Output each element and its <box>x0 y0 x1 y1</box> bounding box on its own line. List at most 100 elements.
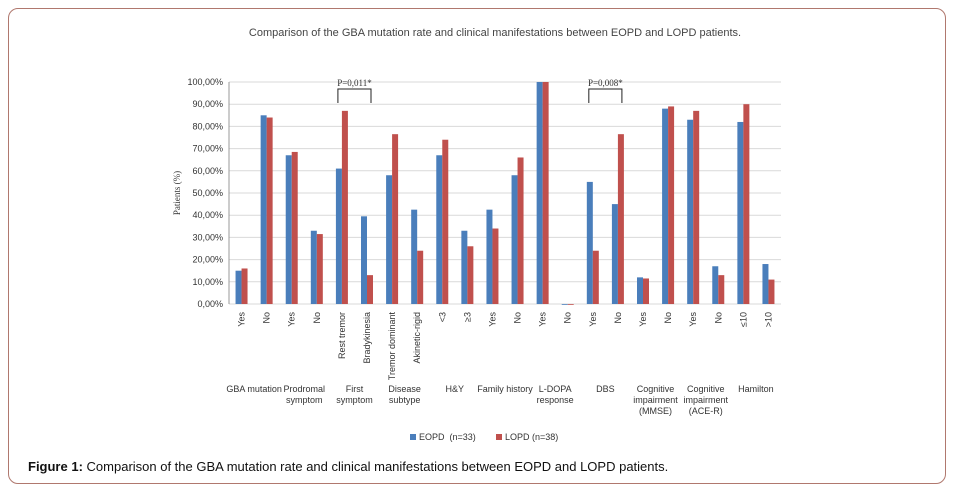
y-tick-label: 40,00% <box>192 210 223 220</box>
caption-label: Figure 1: <box>28 459 83 474</box>
x-tick-label: No <box>312 312 322 324</box>
bar <box>260 115 267 304</box>
bar <box>291 151 298 304</box>
y-tick-label: 50,00% <box>192 188 223 198</box>
y-tick-label: 90,00% <box>192 99 223 109</box>
x-tick-label: Rest tremor <box>337 312 347 359</box>
bar <box>266 117 273 305</box>
legend-swatch <box>496 434 502 440</box>
annotation: P=0,008* <box>588 78 623 88</box>
bar <box>762 264 769 304</box>
x-tick-label: Yes <box>588 312 598 327</box>
annotation: P=0,011* <box>337 78 372 88</box>
bar <box>536 82 543 304</box>
x-tick-label: ≥3 <box>462 312 472 322</box>
caption: Figure 1: Comparison of the GBA mutation… <box>28 459 668 474</box>
bar <box>643 278 649 304</box>
bar <box>617 134 624 304</box>
chart-title: Comparison of the GBA mutation rate and … <box>248 27 742 39</box>
y-tick-label: 70,00% <box>192 144 223 154</box>
y-tick-label: 30,00% <box>192 232 223 242</box>
caption-text: Comparison of the GBA mutation rate and … <box>86 459 669 474</box>
bar <box>517 157 524 304</box>
x-tick-label: No <box>613 312 623 324</box>
group-label: Prodromal symptom <box>283 384 326 405</box>
x-tick-label: Yes <box>237 312 247 327</box>
bar <box>718 275 725 304</box>
group-label: First symptom <box>336 384 373 405</box>
bar <box>241 268 248 304</box>
legend-label: EOPD (n=33) <box>419 432 476 442</box>
x-tick-label: Tremor dominant <box>387 312 397 381</box>
bar <box>436 155 443 304</box>
bar <box>341 110 348 304</box>
x-tick-label: ≤10 <box>738 312 748 327</box>
bar <box>693 110 700 304</box>
group-label: Cognitive impairment (ACE-R) <box>683 384 728 416</box>
bar <box>712 266 719 304</box>
x-tick-label: Yes <box>287 312 297 327</box>
significance-bracket <box>337 88 372 103</box>
group-label: Disease subtype <box>388 384 421 405</box>
bar <box>561 304 568 305</box>
x-tick-label: No <box>513 312 523 324</box>
group-label: H&Y <box>445 384 465 394</box>
bar <box>542 82 549 304</box>
group-label: Hamilton <box>738 384 774 394</box>
bar <box>611 204 618 304</box>
x-tick-label: No <box>663 312 673 324</box>
bar <box>737 121 744 305</box>
group-label: Family history <box>477 384 533 394</box>
bar <box>668 106 675 304</box>
bar <box>637 277 643 304</box>
x-tick-label: No <box>262 312 272 324</box>
bar <box>461 230 468 304</box>
y-tick-label: 100,00% <box>187 77 223 87</box>
bar <box>316 234 323 304</box>
bar <box>361 216 367 304</box>
y-tick-label: 20,00% <box>192 255 223 265</box>
y-tick-label: 80,00% <box>192 121 223 131</box>
bar <box>285 155 292 304</box>
bar <box>411 209 418 304</box>
x-tick-label: No <box>713 312 723 324</box>
x-tick-label: >10 <box>763 312 773 327</box>
legend-swatch <box>410 434 416 440</box>
bar <box>442 139 449 304</box>
figure-frame <box>8 8 946 484</box>
bar <box>768 279 775 304</box>
group-label: Cognitive impairment (MMSE) <box>633 384 678 416</box>
y-tick-label: 0,00% <box>197 299 223 309</box>
x-tick-label: <3 <box>437 312 447 322</box>
bar <box>467 246 474 304</box>
x-tick-label: Bradykinesia <box>362 312 372 364</box>
bar <box>392 134 399 304</box>
x-tick-label: Yes <box>487 312 497 327</box>
y-tick-label: 60,00% <box>192 166 223 176</box>
bar <box>386 175 393 304</box>
bar <box>417 250 424 304</box>
bar <box>310 230 317 304</box>
bar <box>235 270 242 304</box>
bar <box>492 228 499 304</box>
x-tick-label: Akinetic-rigid <box>412 312 422 364</box>
x-tick-label: Yes <box>638 312 648 327</box>
y-tick-label: 10,00% <box>192 277 223 287</box>
significance-bracket <box>588 88 623 103</box>
bar <box>567 304 574 305</box>
bar <box>486 209 493 304</box>
y-axis-label: Patients (%) <box>172 171 182 215</box>
legend-label: LOPD (n=38) <box>505 432 558 442</box>
bar <box>511 175 518 304</box>
x-tick-label: Yes <box>688 312 698 327</box>
group-label: L-DOPA response <box>536 384 574 405</box>
x-tick-label: Yes <box>538 312 548 327</box>
bar <box>367 275 373 304</box>
bar <box>687 119 694 305</box>
x-tick-label: No <box>563 312 573 324</box>
bar <box>586 181 593 304</box>
bar <box>335 168 342 304</box>
group-label: GBA mutation <box>226 384 282 394</box>
bar <box>743 104 750 304</box>
